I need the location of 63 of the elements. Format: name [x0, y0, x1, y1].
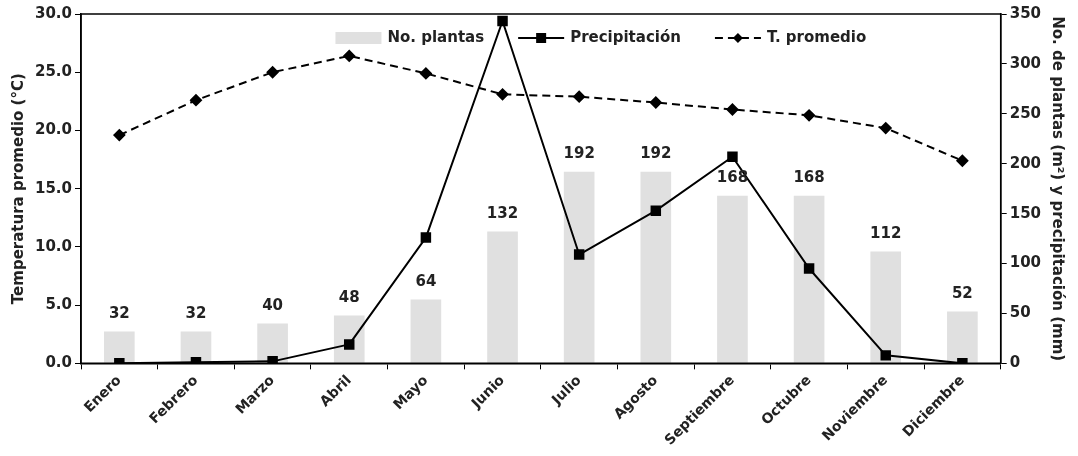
legend-label: No. plantas — [387, 27, 485, 46]
bar — [640, 171, 672, 363]
point — [573, 90, 586, 103]
point — [189, 94, 202, 107]
data-label: 32 — [108, 303, 130, 322]
y2-tick-label: 200 — [1009, 153, 1041, 172]
bar — [870, 251, 902, 363]
point — [573, 249, 585, 260]
data-label: 52 — [951, 283, 973, 302]
point — [113, 129, 126, 142]
point — [344, 339, 355, 350]
point — [419, 67, 432, 80]
point — [880, 350, 891, 361]
y-tick-label: 15.0 — [34, 178, 73, 197]
point — [803, 263, 815, 274]
bar — [793, 195, 825, 363]
point — [803, 109, 816, 122]
point — [267, 356, 278, 364]
y2-tick-label: 300 — [1009, 53, 1041, 72]
y2-tick-label: 350 — [1009, 3, 1041, 22]
bar — [410, 299, 442, 363]
y-tick-label: 20.0 — [34, 120, 73, 139]
y2-axis-title: No. de plantas (m²) y precipitación (mm) — [1049, 16, 1068, 362]
point — [496, 88, 509, 101]
data-label: 112 — [870, 223, 902, 242]
point — [726, 103, 739, 116]
point — [343, 49, 356, 62]
data-label: 64 — [415, 271, 437, 290]
point — [879, 122, 892, 135]
point — [497, 15, 508, 27]
y2-tick-label: 150 — [1009, 203, 1041, 222]
data-label: 48 — [338, 287, 360, 306]
point — [649, 96, 662, 109]
legend-label: T. promedio — [766, 27, 867, 46]
y-tick-label: 30.0 — [34, 3, 73, 22]
data-label: 40 — [262, 295, 284, 314]
bar — [487, 231, 518, 363]
point — [956, 154, 969, 167]
point — [727, 151, 738, 162]
bar — [717, 195, 748, 363]
y-tick-label: 10.0 — [34, 236, 73, 255]
point — [650, 205, 662, 216]
point — [266, 66, 279, 79]
legend-label: Precipitación — [570, 27, 681, 46]
y-tick-label: 0.0 — [45, 353, 73, 372]
y2-tick-label: 250 — [1009, 103, 1041, 122]
bar — [257, 323, 288, 363]
point — [420, 232, 432, 243]
bar — [104, 331, 135, 363]
bar — [947, 311, 978, 363]
data-label: 168 — [716, 168, 749, 187]
y2-tick-label: 100 — [1009, 253, 1041, 272]
y2-tick-label: 0 — [1009, 353, 1021, 372]
y-tick-label: 5.0 — [45, 295, 73, 314]
data-label: 168 — [793, 168, 825, 187]
y-tick-label: 25.0 — [34, 62, 73, 81]
data-label: 192 — [563, 144, 595, 163]
data-label: 192 — [640, 144, 672, 163]
bar — [563, 171, 595, 363]
data-label: 132 — [486, 203, 519, 222]
y2-tick-label: 50 — [1009, 303, 1031, 322]
y-axis-title: Temperatura promedio (°C) — [8, 73, 27, 305]
data-label: 32 — [185, 303, 207, 322]
